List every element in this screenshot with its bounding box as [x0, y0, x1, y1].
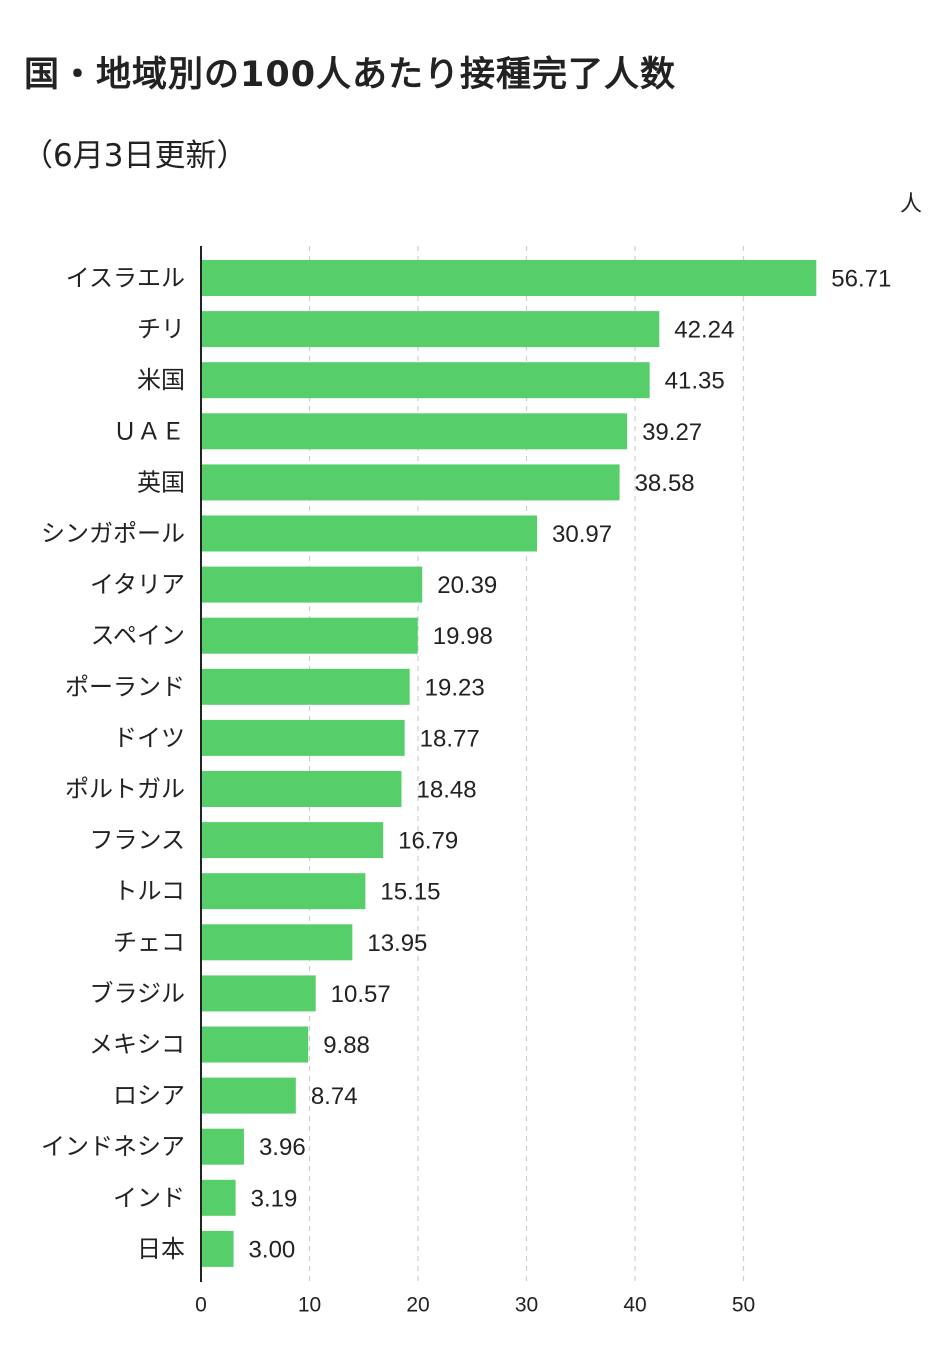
category-label-18: インド	[113, 1184, 185, 1212]
value-label-5: 30.97	[552, 521, 612, 548]
chart-title: 国・地域別の100人あたり接種完了人数	[24, 55, 677, 95]
bar-0	[201, 260, 817, 296]
bar-3	[201, 413, 628, 450]
category-label-7: スペイン	[91, 622, 185, 650]
x-tick-label-30: 30	[515, 1294, 538, 1317]
x-tick-label-50: 50	[732, 1294, 755, 1317]
bar-7	[201, 617, 418, 654]
x-tick-label-40: 40	[623, 1294, 646, 1317]
category-label-12: トルコ	[113, 877, 185, 905]
value-label-13: 13.95	[367, 930, 427, 957]
category-label-5: シンガポール	[41, 520, 185, 548]
value-label-10: 18.48	[417, 777, 477, 804]
x-tick-label-20: 20	[406, 1294, 429, 1317]
category-label-3: ＵＡＥ	[113, 417, 185, 445]
value-label-8: 19.23	[425, 674, 485, 701]
category-label-9: ドイツ	[113, 724, 185, 752]
value-label-0: 56.71	[831, 266, 891, 293]
value-label-1: 42.24	[674, 317, 734, 344]
bar-12	[201, 873, 366, 910]
value-label-12: 15.15	[380, 879, 440, 906]
category-label-16: ロシア	[113, 1082, 185, 1110]
bar-11	[201, 822, 384, 859]
value-label-9: 18.77	[420, 725, 480, 752]
category-label-11: フランス	[89, 826, 185, 854]
bar-14	[201, 975, 316, 1012]
bar-13	[201, 924, 353, 961]
value-label-16: 8.74	[311, 1083, 358, 1110]
bar-6	[201, 566, 423, 603]
value-label-18: 3.19	[251, 1185, 298, 1212]
value-label-7: 19.98	[433, 623, 493, 650]
bar-8	[201, 668, 410, 705]
bar-10	[201, 771, 402, 807]
value-label-15: 9.88	[323, 1032, 370, 1059]
value-label-19: 3.00	[249, 1236, 296, 1263]
category-label-1: チリ	[137, 315, 185, 343]
value-label-17: 3.96	[259, 1134, 306, 1161]
bar-17	[201, 1128, 244, 1165]
value-label-14: 10.57	[331, 981, 391, 1008]
category-label-15: メキシコ	[89, 1031, 185, 1059]
bar-15	[201, 1026, 309, 1063]
category-label-4: 英国	[137, 468, 185, 496]
category-label-19: 日本	[137, 1235, 185, 1263]
category-label-6: イタリア	[90, 571, 185, 599]
bar-5	[201, 515, 538, 552]
bar-18	[201, 1179, 236, 1216]
value-label-3: 39.27	[642, 419, 702, 446]
value-label-6: 20.39	[437, 572, 497, 599]
bar-16	[201, 1077, 296, 1114]
value-label-4: 38.58	[635, 470, 695, 497]
category-label-10: ポルトガル	[65, 775, 185, 803]
bar-9	[201, 719, 405, 756]
bar-19	[201, 1230, 234, 1267]
category-label-2: 米国	[137, 366, 185, 394]
x-tick-label-10: 10	[298, 1294, 321, 1317]
category-label-13: チェコ	[113, 928, 185, 956]
value-label-11: 16.79	[398, 828, 458, 855]
category-label-14: ブラジル	[89, 979, 185, 1007]
category-label-8: ポーランド	[65, 673, 185, 701]
bar-2	[201, 362, 650, 399]
chart-subtitle: （6月3日更新）	[22, 138, 248, 174]
x-tick-label-0: 0	[195, 1294, 207, 1317]
bar-1	[201, 311, 660, 348]
bar-4	[201, 464, 620, 501]
category-label-17: インドネシア	[41, 1133, 185, 1161]
category-label-0: イスラエル	[66, 264, 185, 292]
unit-label: 人	[899, 192, 922, 217]
value-label-2: 41.35	[665, 368, 725, 395]
